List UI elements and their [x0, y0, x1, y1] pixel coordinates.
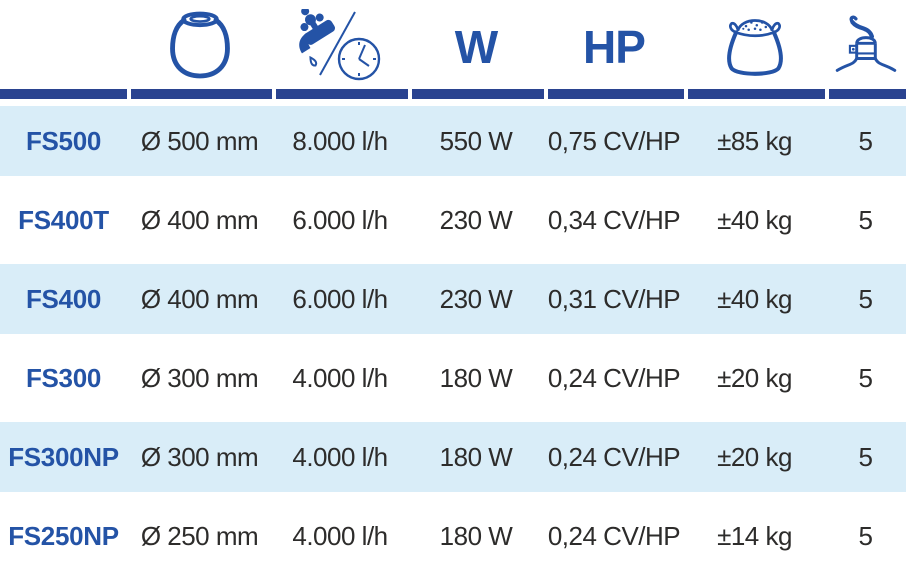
sand-weight-value: ±20 kg [717, 363, 792, 393]
hp-value: 0,24 CV/HP [547, 521, 681, 551]
table-row: FS300 Ø 300 mm 4.000 l/h 180 W 0,24 CV/H… [0, 339, 906, 418]
valve-ways-value: 5 [858, 363, 873, 393]
model-name: FS300 [25, 363, 102, 393]
model-name: FS300NP [8, 441, 119, 472]
diameter-value: Ø 250 mm [140, 521, 259, 551]
flow-value: 4.000 l/h [292, 441, 388, 472]
sand-weight-value: ±14 kg [717, 521, 792, 551]
valve-ways-value: 5 [858, 441, 873, 472]
diameter-value: Ø 300 mm [140, 363, 259, 393]
tap-flow-per-hour-icon [293, 8, 387, 81]
model-name: FS250NP [8, 521, 119, 551]
diameter-value: Ø 400 mm [140, 283, 259, 314]
header-hp: HP [544, 0, 684, 89]
header-power: W [408, 0, 544, 89]
power-value: 180 W [439, 441, 513, 472]
bar-segment [127, 89, 272, 99]
valve-ways-value: 5 [858, 205, 873, 235]
hp-value: 0,34 CV/HP [547, 205, 681, 235]
sand-weight-value: ±85 kg [717, 125, 792, 156]
hp-value: 0,24 CV/HP [547, 363, 681, 393]
bar-segment [544, 89, 684, 99]
power-value: 550 W [439, 125, 513, 156]
hp-value: 0,75 CV/HP [547, 125, 681, 156]
hp-value: 0,31 CV/HP [547, 283, 681, 314]
sand-weight-value: ±40 kg [717, 205, 792, 235]
valve-ways-value: 5 [858, 521, 873, 551]
header-valve [825, 0, 906, 89]
table-header-row: W HP [0, 0, 906, 89]
model-name: FS400T [18, 205, 109, 235]
table-row: FS400 Ø 400 mm 6.000 l/h 230 W 0,31 CV/H… [0, 260, 906, 339]
bar-segment [0, 89, 127, 99]
sand-weight-value: ±20 kg [717, 441, 792, 472]
sand-weight-value: ±40 kg [717, 283, 792, 314]
flow-value: 6.000 l/h [292, 283, 388, 314]
flow-value: 4.000 l/h [292, 363, 388, 393]
diameter-value: Ø 300 mm [140, 441, 259, 472]
multiport-valve-icon [833, 14, 899, 76]
flow-value: 6.000 l/h [292, 205, 388, 235]
model-name: FS500 [25, 125, 102, 156]
header-sand [684, 0, 825, 89]
power-value: 180 W [439, 521, 513, 551]
hp-header-label: HP [583, 20, 646, 73]
flow-value: 8.000 l/h [292, 125, 388, 156]
flow-value: 4.000 l/h [292, 521, 388, 551]
bar-segment [825, 89, 906, 99]
sand-sack-icon [719, 12, 791, 78]
header-flow [272, 0, 408, 89]
power-value: 230 W [439, 283, 513, 314]
table-row: FS500 Ø 500 mm 8.000 l/h 550 W 0,75 CV/H… [0, 102, 906, 181]
diameter-value: Ø 500 mm [140, 125, 259, 156]
header-separator-bar [0, 89, 906, 99]
header-model [0, 0, 127, 89]
power-value: 180 W [439, 363, 513, 393]
bar-segment [408, 89, 544, 99]
filter-vessel-icon [169, 10, 231, 80]
table-row: FS300NP Ø 300 mm 4.000 l/h 180 W 0,24 CV… [0, 418, 906, 497]
hp-value: 0,24 CV/HP [547, 441, 681, 472]
model-name: FS400 [25, 283, 102, 314]
bar-segment [684, 89, 825, 99]
valve-ways-value: 5 [858, 283, 873, 314]
power-header-label: W [454, 20, 498, 73]
power-value: 230 W [439, 205, 513, 235]
header-diameter [127, 0, 272, 89]
table-row: FS250NP Ø 250 mm 4.000 l/h 180 W 0,24 CV… [0, 497, 906, 576]
valve-ways-value: 5 [858, 125, 873, 156]
bar-segment [272, 89, 408, 99]
table-row: FS400T Ø 400 mm 6.000 l/h 230 W 0,34 CV/… [0, 181, 906, 260]
diameter-value: Ø 400 mm [140, 205, 259, 235]
